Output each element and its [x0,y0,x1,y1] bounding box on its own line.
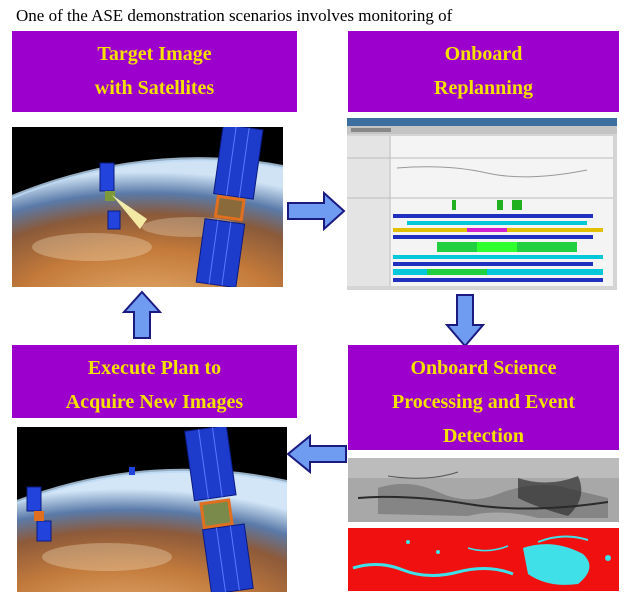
right-arrow-icon [287,191,346,231]
onboard-replanning-line2: Replanning [434,77,533,99]
execute-plan-line1: Execute Plan to [87,357,222,379]
onboard-science-line3: Detection [442,425,525,447]
left-arrow-icon [286,434,347,474]
intro-text: One of the ASE demonstration scenarios i… [16,6,453,25]
satellite-earth-image-top [12,127,283,287]
onboard-replanning-line1: Onboard [444,43,523,65]
onboard-replanning-box: Onboard Replanning [348,31,619,112]
onboard-science-line1: Onboard Science [410,357,557,379]
target-image-box: Target Image with Satellites [12,31,297,112]
classified-change-map-image [348,528,619,591]
replanning-timeline-screenshot [347,118,617,290]
execute-plan-line2: Acquire New Images [65,391,244,413]
target-image-line2: with Satellites [94,77,215,99]
down-arrow-icon [445,294,485,348]
grayscale-science-image [348,458,619,522]
execute-plan-box: Execute Plan to Acquire New Images [12,345,297,418]
up-arrow-icon [122,290,162,339]
onboard-science-line2: Processing and Event [392,391,575,413]
onboard-science-box: Onboard Science Processing and Event Det… [348,345,619,450]
satellite-earth-image-bottom [17,427,287,592]
target-image-line1: Target Image [97,43,212,65]
